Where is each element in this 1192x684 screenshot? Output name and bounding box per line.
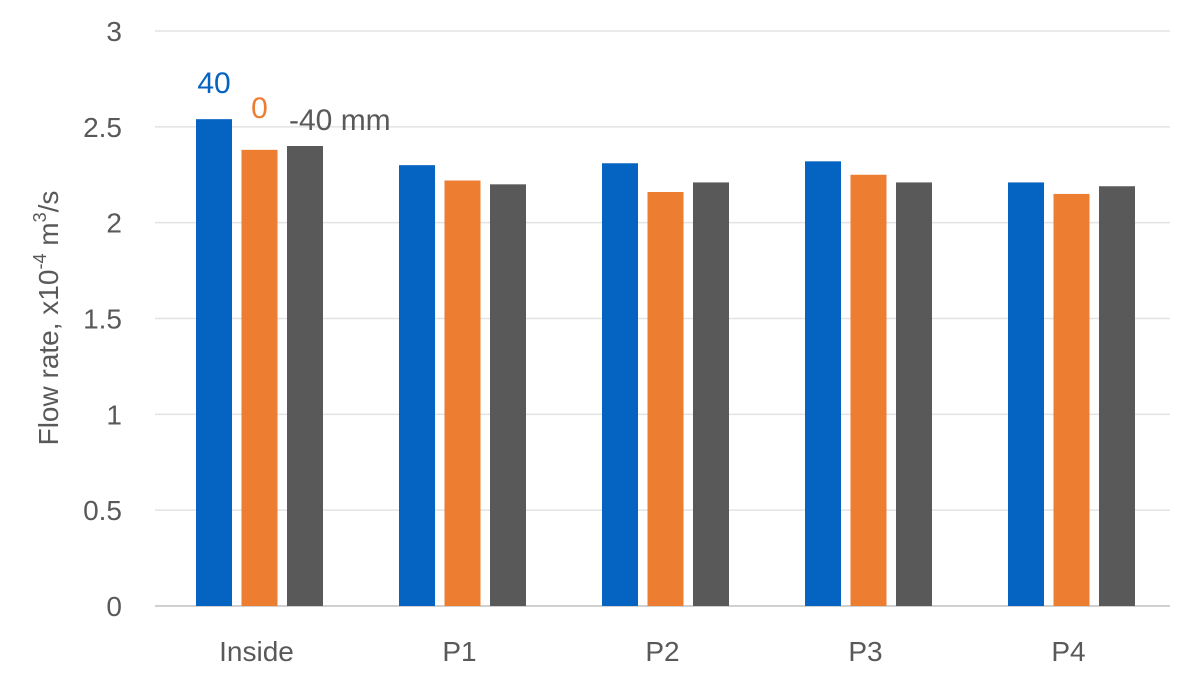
y-tick-label: 1.5 [83, 304, 122, 335]
x-tick-label: Inside [219, 636, 294, 667]
y-tick-label: 2 [106, 208, 122, 239]
y-axis-title-exponent: -4 [30, 254, 50, 270]
bar-p2-series-1 [647, 192, 684, 606]
bars [196, 119, 1135, 607]
y-tick-label: 1 [106, 399, 122, 430]
x-axis-ticks: Inside P1 P2 P3 P4 [219, 636, 1085, 667]
bar-p4-series-1 [1053, 193, 1090, 606]
bar-p2-series-0 [602, 163, 638, 606]
y-axis-ticks: 0 0.5 1 1.5 2 2.5 3 [83, 16, 122, 622]
series-label-2: -40 mm [289, 104, 391, 137]
series-labels: 40 0 -40 mm [197, 67, 390, 137]
bar-p4-series-2 [1099, 186, 1135, 606]
bar-inside-series-2 [287, 146, 323, 606]
y-axis-title-unit: m [33, 222, 64, 253]
x-tick-label: P1 [442, 636, 476, 667]
bar-p1-series-2 [490, 184, 526, 607]
bar-p1-series-1 [444, 180, 481, 606]
series-label-1: 0 [251, 92, 268, 125]
bar-p1-series-0 [399, 165, 435, 606]
bar-p3-series-2 [896, 182, 932, 606]
bar-inside-series-1 [241, 149, 278, 607]
y-axis-title-prefix: Flow rate, x10 [33, 270, 64, 446]
series-label-0: 40 [197, 67, 230, 100]
y-axis-title: Flow rate, x10-4 m3/s [30, 191, 64, 446]
x-tick-label: P3 [848, 636, 882, 667]
y-axis-title-unit-exponent: 3 [30, 212, 50, 222]
bar-p3-series-0 [805, 161, 841, 607]
x-tick-label: P4 [1051, 636, 1085, 667]
y-tick-label: 0.5 [83, 495, 122, 526]
bar-inside-series-0 [196, 119, 232, 607]
bar-p4-series-0 [1008, 182, 1044, 606]
y-tick-label: 0 [106, 591, 122, 622]
y-tick-label: 2.5 [83, 112, 122, 143]
x-tick-label: P2 [645, 636, 679, 667]
bar-p3-series-1 [850, 174, 887, 606]
bar-p2-series-2 [693, 182, 729, 606]
y-tick-label: 3 [106, 16, 122, 47]
y-axis-title-suffix: /s [33, 191, 64, 213]
